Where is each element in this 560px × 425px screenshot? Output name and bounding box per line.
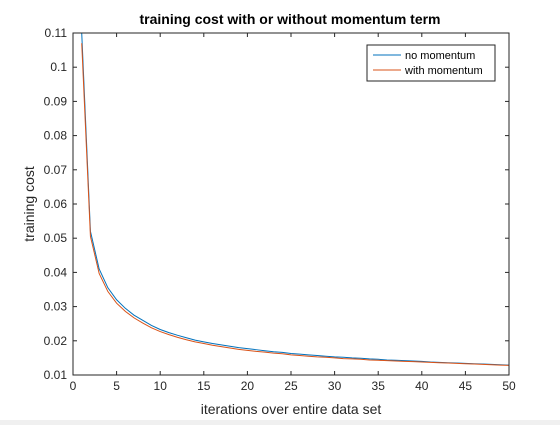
x-tick-label: 15 xyxy=(197,379,211,393)
x-tick-label: 35 xyxy=(372,379,386,393)
y-tick-label: 0.08 xyxy=(44,129,68,143)
x-tick-label: 20 xyxy=(241,379,255,393)
plot-area xyxy=(73,33,509,375)
y-tick-label: 0.09 xyxy=(44,94,68,108)
y-tick-label: 0.1 xyxy=(50,60,67,74)
x-tick-label: 0 xyxy=(70,379,77,393)
x-tick-label: 40 xyxy=(415,379,429,393)
legend: no momentum with momentum xyxy=(367,45,495,81)
y-tick-label: 0.06 xyxy=(44,197,68,211)
y-tick-label: 0.02 xyxy=(44,334,68,348)
legend-label: with momentum xyxy=(404,65,483,77)
y-tick-label: 0.04 xyxy=(44,265,68,279)
chart-title: training cost with or without momentum t… xyxy=(140,11,441,27)
x-tick-label: 45 xyxy=(459,379,473,393)
legend-label: no momentum xyxy=(405,50,475,62)
x-tick-label: 50 xyxy=(502,379,516,393)
y-tick-label: 0.11 xyxy=(45,26,68,40)
y-tick-label: 0.05 xyxy=(44,231,68,245)
y-axis-label: training cost xyxy=(21,166,37,242)
x-tick-label: 10 xyxy=(154,379,168,393)
x-tick-label: 25 xyxy=(284,379,298,393)
y-tick-label: 0.03 xyxy=(44,300,68,314)
y-tick-label: 0.01 xyxy=(44,368,68,382)
x-tick-label: 30 xyxy=(328,379,342,393)
y-tick-label: 0.07 xyxy=(44,163,68,177)
x-axis-label: iterations over entire data set xyxy=(201,401,382,417)
x-tick-label: 5 xyxy=(113,379,120,393)
